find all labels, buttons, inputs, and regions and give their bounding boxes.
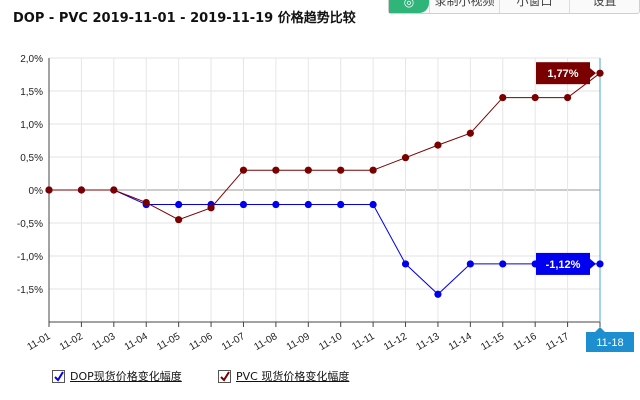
end-label-pointer-1 xyxy=(590,68,596,79)
x-tick-label: 11-11 xyxy=(350,331,377,353)
legend-checkbox-dop[interactable] xyxy=(52,369,65,383)
x-tick-label: 11-02 xyxy=(58,331,85,353)
x-tick-label: 11-13 xyxy=(414,331,441,353)
data-point-1 xyxy=(401,154,410,162)
series-line-0 xyxy=(49,189,600,295)
x-tick-label: 11-03 xyxy=(90,331,117,353)
x-tick-label: 11-01 xyxy=(25,331,52,353)
data-point-1 xyxy=(563,94,572,102)
data-point-0 xyxy=(596,260,604,268)
y-tick-label: -1,5% xyxy=(17,285,43,296)
data-point-1 xyxy=(531,94,539,102)
y-tick-label: -0,5% xyxy=(17,219,43,230)
data-point-1 xyxy=(596,69,604,77)
data-point-1 xyxy=(337,166,345,174)
y-tick-label: -1,0% xyxy=(17,252,43,263)
data-point-1 xyxy=(142,198,150,207)
x-highlight-pointer xyxy=(595,327,605,332)
app-logo-icon[interactable]: ◎ xyxy=(389,0,429,13)
data-point-0 xyxy=(337,200,345,209)
data-point-1 xyxy=(369,166,377,174)
x-tick-label: 11-16 xyxy=(512,331,539,353)
x-highlight-label: 11-18 xyxy=(596,337,623,349)
data-point-0 xyxy=(434,290,442,298)
legend-checkbox-pvc[interactable] xyxy=(218,369,231,383)
data-point-0 xyxy=(272,200,280,209)
x-tick-label: 11-07 xyxy=(220,331,247,353)
chart-title: DOP - PVC 2019-11-01 - 2019-11-19 价格趋势比较 xyxy=(13,11,356,26)
end-label-0: -1,12% xyxy=(546,259,581,271)
end-label-box-0 xyxy=(536,252,590,275)
x-tick-label: 11-10 xyxy=(317,331,344,353)
data-point-0 xyxy=(369,200,377,209)
x-tick-label: 11-14 xyxy=(447,331,474,353)
end-label-pointer-0 xyxy=(590,258,596,269)
data-point-1 xyxy=(434,141,442,149)
y-tick-label: 1,0% xyxy=(20,120,43,131)
record-video-button[interactable]: 录制小视频 xyxy=(429,0,499,13)
data-point-0 xyxy=(499,260,507,268)
series-line-1 xyxy=(49,72,601,221)
data-point-1 xyxy=(239,166,248,174)
data-point-0 xyxy=(304,200,312,209)
data-point-0 xyxy=(239,200,248,209)
x-tick-label: 11-12 xyxy=(382,331,409,353)
x-highlight-box xyxy=(586,332,634,352)
data-point-0 xyxy=(466,260,474,268)
video-toolbar: ◎ 录制小视频 小窗口 设置 xyxy=(388,0,640,14)
y-tick-label: 0,5% xyxy=(20,153,43,164)
data-point-1 xyxy=(175,216,183,224)
data-point-1 xyxy=(207,204,215,212)
data-point-1 xyxy=(304,166,312,174)
end-label-1: 1,77% xyxy=(547,68,578,80)
legend-item-pvc[interactable]: PVC 现货价格变化幅度 xyxy=(218,368,349,384)
legend-item-dop[interactable]: DOP现货价格变化幅度 xyxy=(52,368,182,384)
legend-label-dop: DOP现货价格变化幅度 xyxy=(70,370,182,383)
x-tick-label: 11-15 xyxy=(479,331,506,353)
legend-label-pvc: PVC 现货价格变化幅度 xyxy=(236,370,350,383)
small-window-button[interactable]: 小窗口 xyxy=(499,0,569,13)
y-tick-label: 2,0% xyxy=(20,54,43,65)
data-point-0 xyxy=(175,200,183,209)
end-label-box-1 xyxy=(536,62,590,85)
x-tick-label: 11-06 xyxy=(188,331,215,353)
y-tick-label: 1,5% xyxy=(20,87,43,98)
data-point-1 xyxy=(499,94,507,102)
settings-button[interactable]: 设置 xyxy=(569,0,639,13)
data-point-1 xyxy=(110,186,118,194)
data-point-1 xyxy=(272,166,280,174)
x-tick-label: 11-17 xyxy=(544,331,571,353)
data-point-1 xyxy=(77,186,86,194)
x-tick-label: 11-04 xyxy=(123,331,150,353)
x-tick-label: 11-08 xyxy=(252,331,279,353)
x-tick-label: 11-09 xyxy=(285,331,312,353)
data-point-1 xyxy=(45,186,53,194)
y-tick-label: 0% xyxy=(29,186,44,197)
data-point-1 xyxy=(466,129,474,137)
x-tick-label: 11-05 xyxy=(155,331,182,353)
data-point-0 xyxy=(401,260,410,268)
